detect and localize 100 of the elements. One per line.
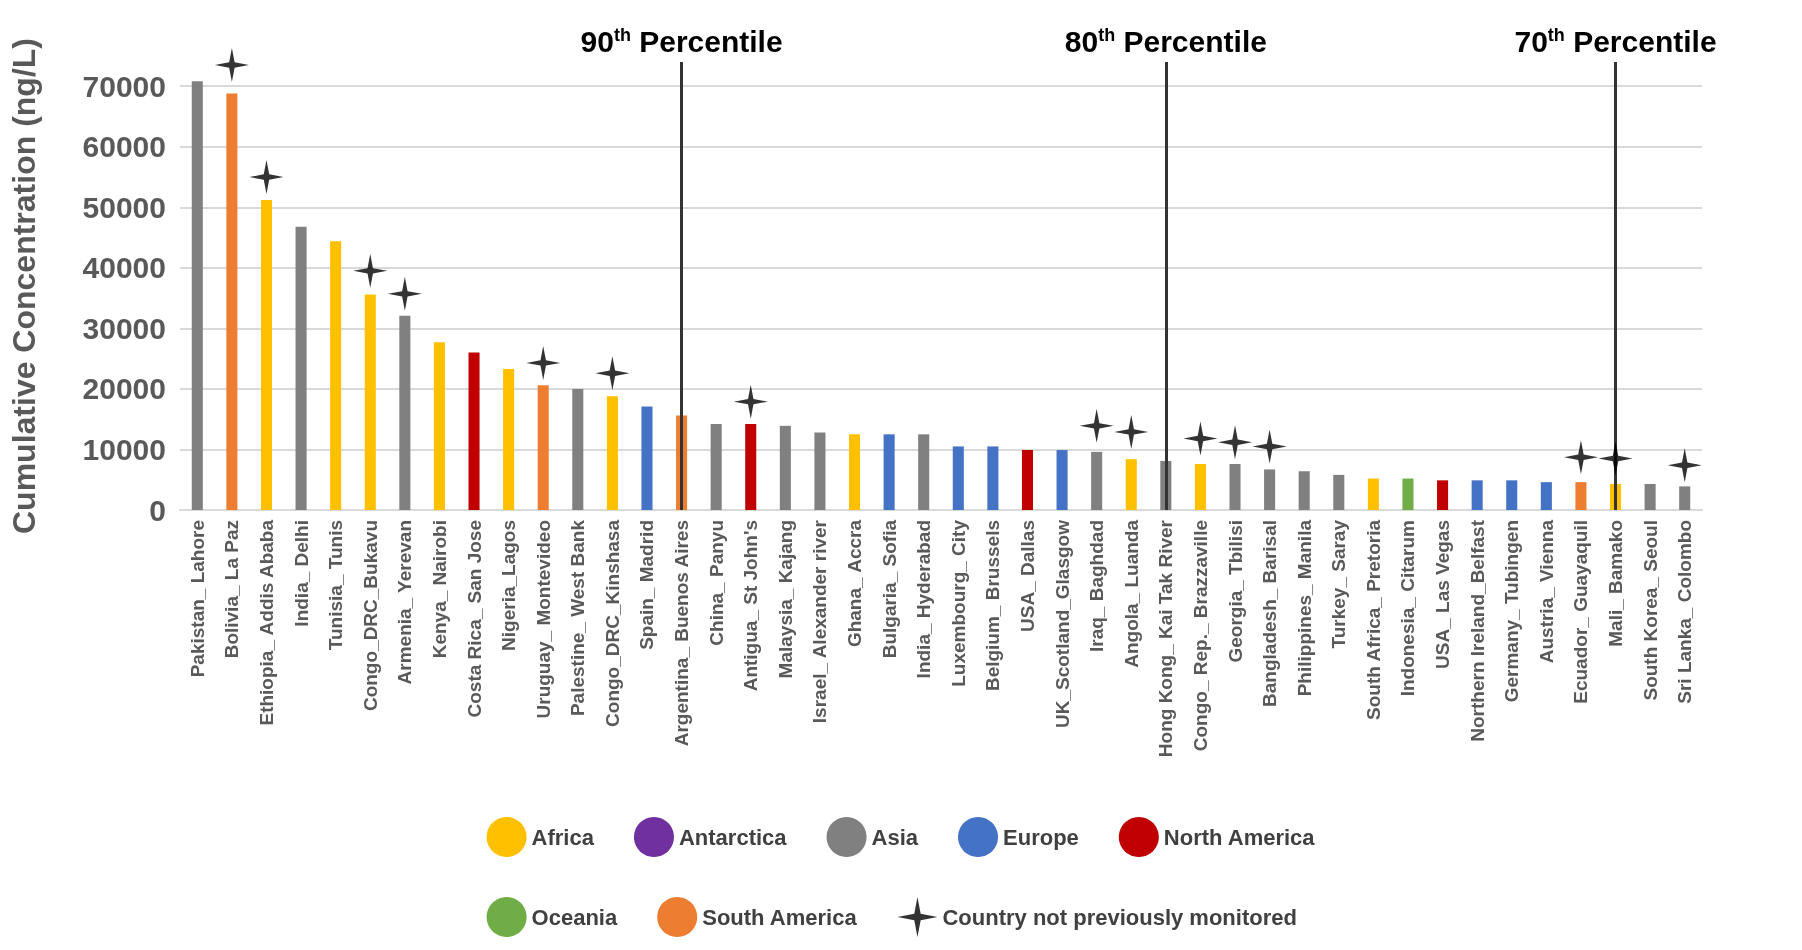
x-tick-label: Congo_DRC_Bukavu bbox=[359, 520, 381, 712]
legend-label: Europe bbox=[1003, 824, 1079, 850]
x-tick-label: Northern Ireland_Belfast bbox=[1466, 519, 1488, 742]
bar bbox=[1471, 480, 1483, 510]
y-tick-label: 60000 bbox=[82, 130, 166, 164]
bar bbox=[745, 424, 757, 510]
y-tick-label: 10000 bbox=[82, 432, 166, 466]
legend-label: Asia bbox=[871, 824, 919, 850]
bar bbox=[1194, 463, 1206, 510]
y-axis-title: Cumulative Concentration (ng/L) bbox=[6, 38, 42, 534]
x-tick-label: Georgia_ Tbilisi bbox=[1224, 520, 1246, 663]
bar bbox=[364, 294, 376, 510]
x-tick-label: Austria_ Vienna bbox=[1535, 519, 1557, 664]
legend-label: North America bbox=[1163, 824, 1316, 850]
x-tick-label: Pakistan_ Lahore bbox=[186, 520, 208, 678]
bar bbox=[1644, 483, 1656, 510]
x-tick-label: Palestine_ West Bank bbox=[567, 519, 589, 717]
bar bbox=[1540, 482, 1552, 510]
bar bbox=[1367, 478, 1379, 510]
bar bbox=[1264, 469, 1276, 510]
bar bbox=[606, 396, 618, 510]
bar bbox=[1091, 451, 1103, 510]
x-tick-label: Uruguay_ Montevideo bbox=[532, 520, 554, 719]
bar bbox=[1333, 474, 1345, 510]
bar bbox=[330, 241, 342, 510]
bar bbox=[260, 200, 273, 510]
x-tick-label: Luxembourg_ City bbox=[947, 519, 969, 687]
bar bbox=[537, 385, 549, 510]
x-tick-label: Congo_DRC_Kinshasa bbox=[601, 519, 623, 727]
legend-label: Africa bbox=[531, 824, 595, 850]
bar bbox=[883, 434, 895, 510]
bar bbox=[710, 424, 722, 510]
bar bbox=[191, 81, 203, 510]
bar bbox=[1021, 450, 1034, 510]
x-tick-label: Argentina_ Buenos Aires bbox=[671, 520, 693, 747]
bar bbox=[1437, 480, 1449, 510]
bar bbox=[1506, 480, 1518, 510]
legend-label: Antarctica bbox=[678, 824, 788, 850]
legend-label: South America bbox=[702, 904, 858, 930]
x-tick-label: Belgium_ Brussels bbox=[982, 520, 1004, 692]
x-tick-label: Mali_ Bamako bbox=[1605, 520, 1627, 647]
bar bbox=[1575, 482, 1587, 510]
y-tick-label: 40000 bbox=[82, 251, 166, 285]
bar bbox=[1056, 450, 1068, 510]
x-tick-label: USA_ Las Vegas bbox=[1432, 520, 1454, 669]
x-tick-label: USA_ Dallas bbox=[1016, 520, 1038, 632]
x-tick-label: Iraq_ Baghdad bbox=[1086, 520, 1108, 652]
y-tick-label: 30000 bbox=[82, 311, 166, 345]
bar bbox=[399, 315, 411, 510]
x-tick-label: Philippines_ Manila bbox=[1293, 519, 1315, 697]
bar bbox=[572, 388, 584, 510]
x-tick-label: Ecuador_ Guayaquil bbox=[1570, 520, 1592, 704]
bar bbox=[433, 342, 445, 510]
y-tick-label: 70000 bbox=[82, 69, 166, 103]
x-tick-label: Bangladesh_ Barisal bbox=[1259, 520, 1281, 707]
legend-label: Oceania bbox=[531, 904, 618, 930]
x-tick-label: Bulgaria_ Sofia bbox=[878, 519, 900, 659]
x-tick-label: South Korea_ Seoul bbox=[1639, 520, 1661, 701]
bar bbox=[1229, 463, 1241, 510]
bar bbox=[295, 226, 307, 510]
x-tick-label: India_ Hyderabad bbox=[913, 520, 935, 679]
x-tick-label: Germany_ Tubingen bbox=[1501, 520, 1523, 703]
x-tick-label: Israel_ Alexander river bbox=[809, 519, 831, 724]
bar bbox=[1298, 471, 1310, 510]
bar bbox=[918, 434, 930, 510]
bar bbox=[987, 446, 999, 510]
bar bbox=[1125, 459, 1137, 510]
bar bbox=[952, 446, 964, 510]
x-tick-label: Ethiopia_ Addis Ababa bbox=[255, 519, 277, 726]
x-tick-label: Indonesia_ Citarum bbox=[1397, 520, 1419, 697]
x-tick-label: Angola_ Luanda bbox=[1120, 519, 1142, 668]
bar bbox=[779, 425, 791, 510]
bar bbox=[1402, 478, 1414, 510]
y-tick-label: 50000 bbox=[82, 190, 166, 224]
y-tick-label: 0 bbox=[149, 493, 166, 527]
x-tick-label: Malaysia_ Kajang bbox=[774, 520, 796, 679]
x-tick-label: Spain_ Madrid bbox=[636, 520, 658, 650]
x-tick-label: Armenia_ Yerevan bbox=[394, 520, 416, 685]
x-tick-label: Costa Rica_ San Jose bbox=[463, 520, 485, 718]
x-tick-label: India_ Delhi bbox=[290, 520, 312, 627]
bar bbox=[503, 368, 515, 510]
x-tick-label: Nigeria_Lagos bbox=[498, 520, 520, 651]
x-tick-label: Turkey_ Saray bbox=[1328, 519, 1350, 649]
x-tick-label: China_ Panyu bbox=[705, 520, 727, 646]
x-tick-label: Bolivia_ La Paz bbox=[221, 520, 243, 659]
x-tick-label: Congo_ Rep._ Brazzaville bbox=[1189, 520, 1211, 752]
x-tick-label: Kenya_ Nairobi bbox=[428, 520, 450, 659]
x-tick-label: UK_Scotland_Glasgow bbox=[1051, 519, 1073, 728]
bar bbox=[814, 432, 826, 510]
bar bbox=[468, 352, 480, 510]
bar bbox=[641, 406, 653, 510]
bar bbox=[226, 93, 238, 510]
bar bbox=[848, 434, 861, 510]
x-tick-label: Tunisia_ Tunis bbox=[325, 520, 347, 651]
x-tick-label: Hong Kong_ Kai Tak River bbox=[1155, 519, 1177, 758]
x-tick-label: Sri Lanka_ Colombo bbox=[1674, 520, 1696, 704]
bar bbox=[1679, 486, 1691, 510]
x-tick-label: Antigua_ St John's bbox=[740, 520, 762, 692]
x-tick-label: Ghana_ Accra bbox=[844, 519, 866, 648]
legend-label: Country not previously monitored bbox=[942, 904, 1297, 930]
